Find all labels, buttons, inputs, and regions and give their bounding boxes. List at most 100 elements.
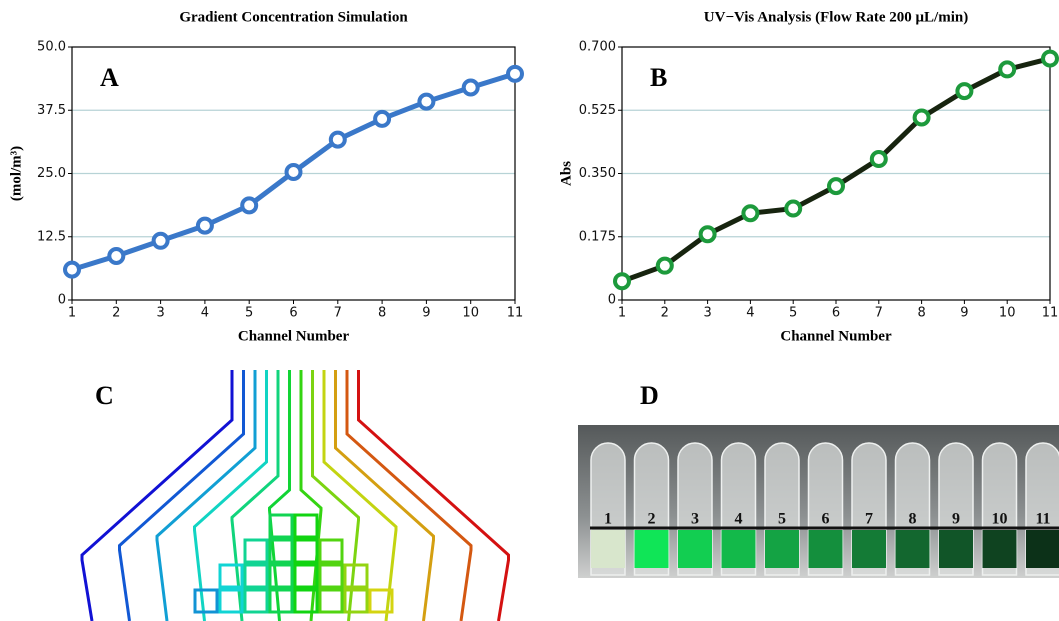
- x-tick-label: 4: [746, 306, 754, 321]
- channel-cell: [268, 538, 294, 564]
- panel-label: D: [640, 381, 659, 410]
- liquid: [765, 530, 799, 568]
- channel: [80, 370, 234, 621]
- channel-cell: [293, 513, 319, 539]
- channel: [118, 370, 245, 621]
- y-tick-label: 0.700: [579, 40, 616, 55]
- data-point: [284, 162, 303, 181]
- tube-label: 7: [865, 511, 873, 528]
- data-point: [461, 78, 480, 97]
- x-tick-label: 3: [703, 306, 711, 321]
- channel-cell: [243, 588, 269, 614]
- y-axis-label: Abs: [558, 161, 574, 186]
- data-point: [827, 177, 845, 196]
- data-point: [1041, 49, 1059, 68]
- channel: [334, 370, 435, 621]
- x-tick-label: 6: [289, 306, 297, 321]
- data-point: [373, 109, 392, 128]
- data-point: [869, 150, 888, 169]
- x-tick-label: 6: [832, 306, 840, 321]
- data-point: [955, 82, 974, 101]
- y-tick-label: 0.350: [579, 166, 616, 181]
- channel-cell: [293, 563, 319, 589]
- x-tick-label: 9: [960, 306, 968, 321]
- liquid: [678, 530, 712, 568]
- tube-label: 8: [909, 511, 917, 528]
- x-tick-label: 11: [507, 306, 524, 321]
- channel: [345, 370, 473, 621]
- x-tick-label: 10: [999, 306, 1016, 321]
- data-point: [506, 64, 524, 83]
- tube-label: 4: [735, 511, 743, 528]
- x-tick-label: 7: [875, 306, 883, 321]
- channel-cell: [318, 563, 344, 589]
- chart-title: UV−Vis Analysis (Flow Rate 200 μL/min): [704, 9, 968, 25]
- x-tick-label: 9: [422, 306, 430, 321]
- liquid: [1026, 530, 1059, 568]
- data-point: [240, 196, 259, 215]
- x-axis-label: Channel Number: [780, 328, 892, 344]
- y-tick-label: 25.0: [37, 166, 66, 181]
- data-point: [195, 216, 214, 235]
- y-tick-label: 12.5: [37, 229, 66, 244]
- plot-frame: [621, 46, 1051, 301]
- tube-label: 10: [992, 511, 1008, 528]
- y-tick-label: 37.5: [37, 103, 66, 118]
- plot-frame: [71, 46, 516, 301]
- liquid: [895, 530, 930, 568]
- channel-cell: [293, 538, 319, 564]
- x-tick-label: 11: [1042, 306, 1059, 321]
- channel-network: [80, 370, 510, 621]
- channel-cell: [268, 513, 294, 539]
- tube-label: 6: [822, 511, 830, 528]
- x-tick-label: 5: [245, 306, 253, 321]
- tubes: 1 2 3 4 5 6 7 8 9 10 11: [590, 442, 1059, 576]
- tube-label: 3: [691, 511, 699, 528]
- data-line: [621, 56, 1051, 284]
- channel: [311, 370, 360, 621]
- liquid: [808, 530, 843, 568]
- x-tick-label: 2: [112, 306, 120, 321]
- channel-cell: [268, 588, 294, 614]
- data-point: [741, 204, 760, 223]
- data-point: [698, 225, 717, 244]
- tube-label: 1: [604, 511, 612, 528]
- y-tick-label: 0: [58, 293, 66, 308]
- data-point: [655, 256, 674, 275]
- data-point: [613, 272, 631, 291]
- liquid: [591, 530, 625, 568]
- liquid: [939, 530, 973, 568]
- channel-cell: [318, 588, 344, 614]
- y-tick-label: 0.175: [579, 229, 616, 244]
- channel: [268, 370, 291, 621]
- chart-title: Gradient Concentration Simulation: [179, 9, 408, 25]
- data-point: [151, 231, 170, 250]
- x-tick-label: 8: [917, 306, 925, 321]
- channel-cell: [268, 563, 294, 589]
- panel-label: A: [100, 63, 119, 92]
- data-point: [417, 92, 436, 111]
- tube-label: 2: [648, 511, 656, 528]
- channel-cell: [218, 563, 244, 589]
- liquid: [852, 530, 886, 568]
- channel-cell: [193, 588, 219, 614]
- channel-cell: [293, 588, 319, 614]
- x-tick-label: 1: [618, 306, 626, 321]
- x-tick-label: 10: [462, 306, 479, 321]
- tube-label: 5: [778, 511, 786, 528]
- liquid: [982, 530, 1017, 568]
- panel-label: B: [650, 63, 667, 92]
- channel-cell: [343, 588, 369, 614]
- x-tick-label: 7: [334, 306, 342, 321]
- y-tick-label: 0: [608, 293, 616, 308]
- data-point: [784, 199, 803, 218]
- channel-cell: [243, 563, 269, 589]
- channel-cell: [243, 538, 269, 564]
- x-tick-label: 1: [68, 306, 76, 321]
- channel-cell: [343, 563, 369, 589]
- tube-label: 9: [952, 511, 960, 528]
- y-axis-label: (mol/m³): [8, 146, 24, 201]
- channel: [230, 370, 280, 621]
- data-point: [63, 260, 81, 279]
